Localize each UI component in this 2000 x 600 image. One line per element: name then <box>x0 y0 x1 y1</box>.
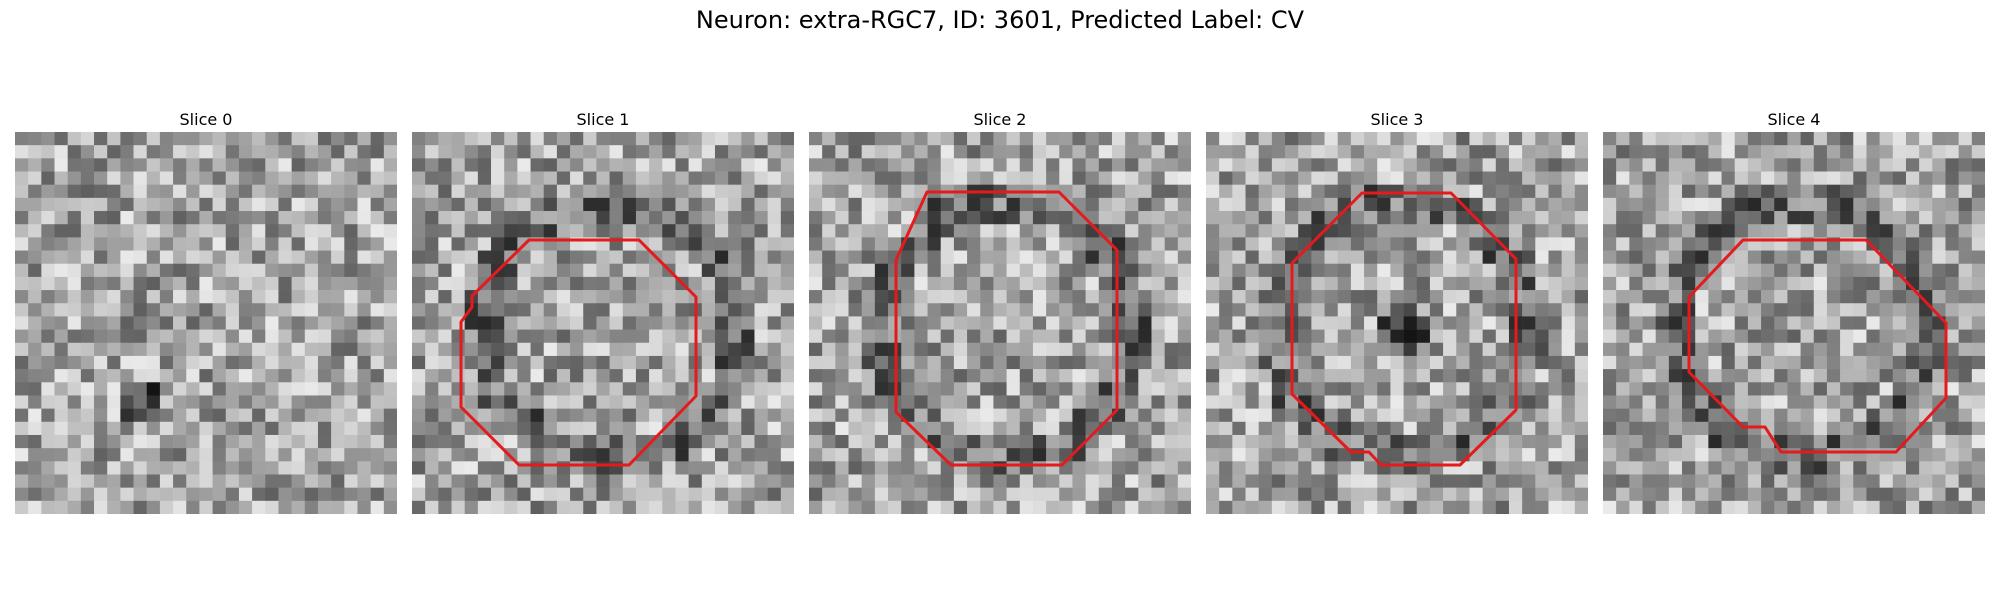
pixel-grid <box>15 132 397 514</box>
slice-panel-0: Slice 0 <box>15 108 397 514</box>
cell-outline <box>459 238 698 467</box>
figure-title: Neuron: extra-RGC7, ID: 3601, Predicted … <box>695 6 1305 34</box>
slice-title: Slice 0 <box>179 110 233 129</box>
pixel-grid <box>1206 132 1588 514</box>
slice-image <box>412 132 794 514</box>
slice-image <box>15 132 397 514</box>
slice-title: Slice 1 <box>576 110 630 129</box>
cell-outline <box>1687 238 1948 454</box>
cell-outline <box>1290 191 1518 467</box>
slice-title: Slice 4 <box>1767 110 1821 129</box>
pixel-grid <box>412 132 794 514</box>
slice-panel-4: Slice 4 <box>1603 108 1985 514</box>
slice-image <box>1603 132 1985 514</box>
slice-title: Slice 3 <box>1370 110 1424 129</box>
pixel-grid <box>1603 132 1985 514</box>
slice-title: Slice 2 <box>973 110 1027 129</box>
pixel-grid <box>809 132 1191 514</box>
slice-image <box>1206 132 1588 514</box>
cell-outline <box>894 190 1119 467</box>
slice-panel-1: Slice 1 <box>412 108 794 514</box>
slice-image <box>809 132 1191 514</box>
slice-panel-3: Slice 3 <box>1206 108 1588 514</box>
slice-panel-2: Slice 2 <box>809 108 1191 514</box>
